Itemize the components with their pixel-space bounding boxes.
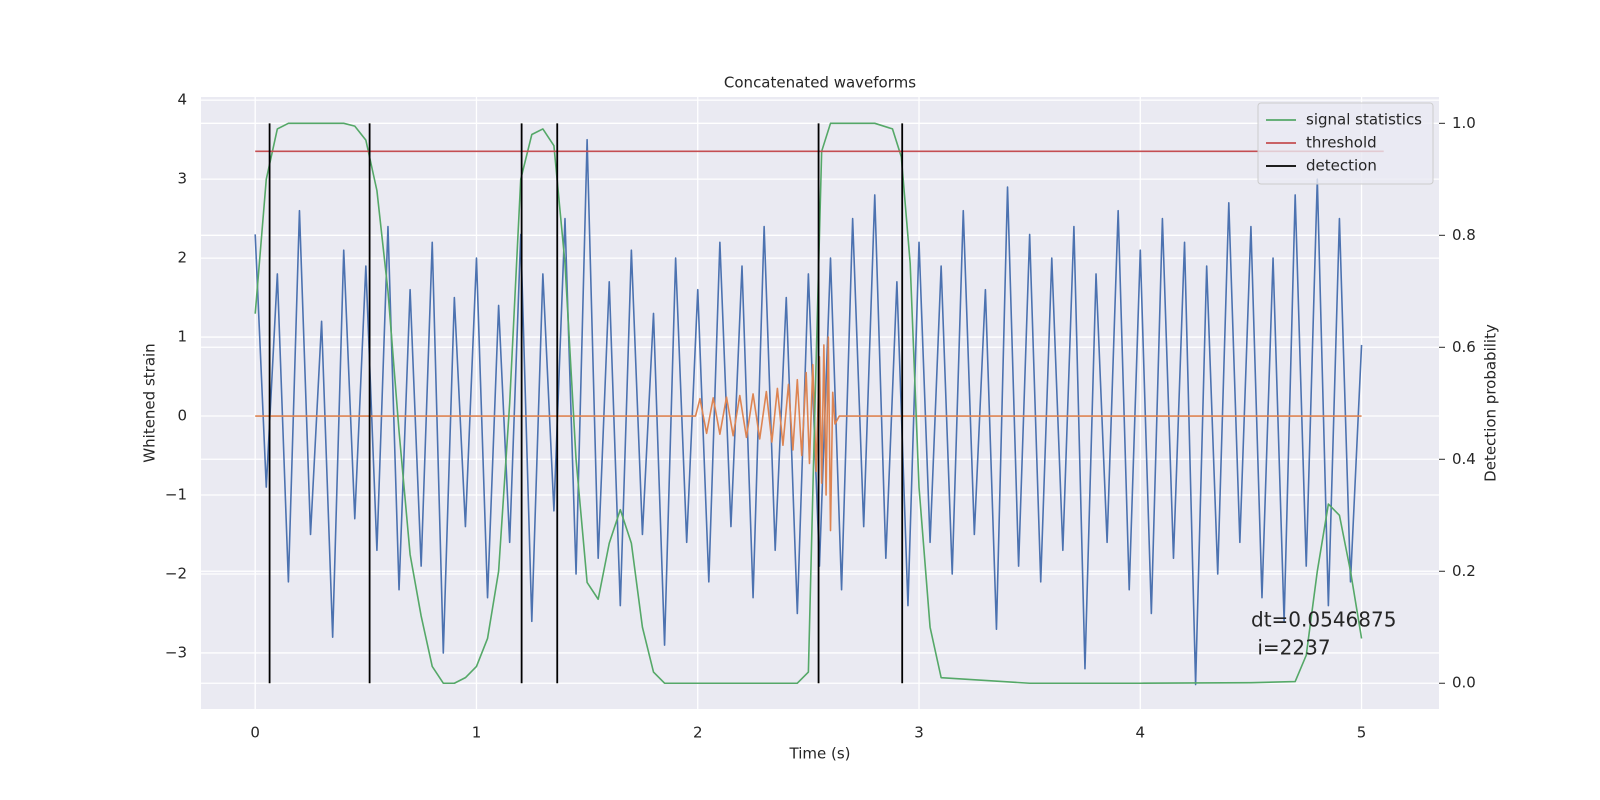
series-line bbox=[255, 336, 1362, 532]
y2-tick-label: 1.0 bbox=[1452, 114, 1476, 132]
series-line bbox=[254, 122, 1363, 685]
chart-title: Concatenated waveforms bbox=[724, 74, 916, 92]
x-tick-label: 5 bbox=[1357, 724, 1367, 742]
y-axis-label: Whitened strain bbox=[141, 343, 159, 462]
y2-tick-label: 0.8 bbox=[1452, 226, 1476, 244]
y2-tick-label: 0.4 bbox=[1452, 450, 1476, 468]
series-line bbox=[254, 138, 1363, 686]
legend: signal statistics threshold detection bbox=[1257, 102, 1434, 185]
y2-tick-label: 0.2 bbox=[1452, 562, 1476, 580]
y-tick-label: −2 bbox=[165, 564, 187, 582]
x-axis-label: Time (s) bbox=[789, 745, 851, 763]
y-tick-label: 1 bbox=[177, 328, 187, 346]
y2-tick-label: 0.6 bbox=[1452, 338, 1476, 356]
y-tick-label: 4 bbox=[177, 91, 187, 109]
x-tick-label: 1 bbox=[472, 724, 482, 742]
labels: Concatenated waveforms Time (s) Whitened… bbox=[141, 74, 1500, 763]
legend-label: detection bbox=[1306, 157, 1377, 175]
y-tick-label: −3 bbox=[165, 643, 187, 661]
legend-label: signal statistics bbox=[1306, 111, 1422, 129]
x-tick-label: 2 bbox=[693, 724, 703, 742]
y-tick-label: 3 bbox=[177, 170, 187, 188]
x-tick-label: 0 bbox=[250, 724, 260, 742]
y2-axis-label: Detection probability bbox=[1482, 324, 1500, 482]
y-tick-label: 0 bbox=[177, 407, 187, 425]
legend-label: threshold bbox=[1306, 134, 1377, 152]
y-tick-label: 2 bbox=[177, 249, 187, 267]
marks bbox=[254, 122, 1384, 686]
y2-tick-label: 0.0 bbox=[1452, 674, 1476, 692]
y-tick-label: −1 bbox=[165, 485, 187, 503]
x-tick-label: 3 bbox=[914, 724, 924, 742]
x-tick-label: 4 bbox=[1136, 724, 1146, 742]
annotation: dt=0.0546875 bbox=[1251, 608, 1396, 632]
legend-box bbox=[1257, 102, 1434, 185]
annotation: i=2237 bbox=[1251, 636, 1331, 660]
